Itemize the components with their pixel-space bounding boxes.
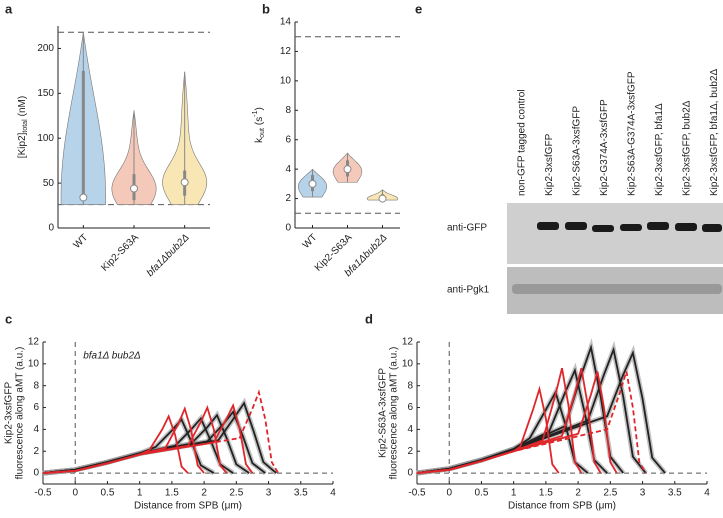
- lane-label: Kip2-3xsfGFP, bfa1Δ, bub2Δ: [709, 69, 720, 196]
- line: [42, 389, 279, 474]
- y-axis-label: Kip2-3xsfGFP: [4, 382, 15, 445]
- panel-label: a: [5, 1, 13, 16]
- x-tick-label: 2: [575, 488, 581, 499]
- y-tick-label: 12: [280, 46, 292, 57]
- x-tick-label: 0: [72, 488, 78, 499]
- y-tick-label: 2: [407, 446, 413, 457]
- y-axis-label: Kip2-S63A-3xsfGFP: [378, 368, 389, 458]
- x-tick-label: 3: [266, 488, 272, 499]
- panel-label: c: [5, 311, 12, 326]
- x-tick-label: 0.5: [474, 488, 488, 499]
- x-tick-label: 0: [446, 488, 452, 499]
- panel-label: e: [415, 1, 422, 16]
- lane-label: non-GFP tagged control: [517, 89, 528, 196]
- median: [343, 165, 352, 174]
- y-tick-label: 6: [285, 134, 291, 145]
- x-axis-label: Distance from SPB (μm): [508, 501, 616, 512]
- y-label-sub: total: [22, 119, 29, 133]
- y-tick-label: 4: [285, 164, 291, 175]
- x-tick-label: 1.5: [539, 488, 553, 499]
- x-tick-label: -0.5: [408, 488, 426, 499]
- x-axis-label: Distance from SPB (μm): [134, 501, 242, 512]
- x-tick-label: 4: [704, 488, 710, 499]
- lane-label: Kip2-S63A-G374A-3xsfGFP: [627, 71, 638, 196]
- y-tick-label: 4: [407, 424, 413, 435]
- y-tick-label: 0: [407, 468, 413, 479]
- y-tick-label: 12: [402, 337, 414, 348]
- median: [180, 178, 189, 187]
- y-tick-label: 2: [33, 446, 39, 457]
- x-tick-label: 2.5: [229, 488, 243, 499]
- y-tick-label: 4: [33, 424, 39, 435]
- y-tick-label: 200: [37, 43, 54, 54]
- y-tick-label: 12: [28, 337, 40, 348]
- line: [416, 368, 583, 474]
- x-tick-label: 1: [511, 488, 517, 499]
- lane-label: Kip2-3xsfGFP, bub2Δ: [682, 100, 693, 196]
- y-axis-label: [Kip2]total (nM): [17, 96, 29, 158]
- y-tick-label: 2: [285, 193, 291, 204]
- blot-gfp: [507, 203, 723, 264]
- x-tick-label: Kip2-S63A: [99, 232, 141, 274]
- x-tick-label: 1: [137, 488, 143, 499]
- x-tick-label: 3.5: [294, 488, 308, 499]
- y-tick-label: 10: [28, 358, 40, 369]
- y-tick-label: 0: [285, 223, 291, 234]
- lane-label: Kip2-3xsfGFP, bfa1Δ: [654, 103, 665, 196]
- lane-label: Kip2-3xsfGFP: [544, 133, 555, 196]
- panel-label: d: [365, 311, 373, 326]
- x-tick-label: 3: [640, 488, 646, 499]
- lane-label: Kip2-S63A-3xsfGFP: [572, 106, 583, 196]
- y-tick-label: 10: [280, 75, 292, 86]
- y-tick-label: 6: [407, 402, 413, 413]
- x-tick-label: 4: [330, 488, 336, 499]
- y-tick-label: 8: [33, 380, 39, 391]
- x-tick-label: 1.5: [165, 488, 179, 499]
- y-axis-label: kout (s-1): [252, 107, 266, 143]
- median: [308, 179, 317, 188]
- y-tick-label: 0: [33, 468, 39, 479]
- median: [79, 193, 88, 202]
- y-tick-label: 8: [285, 105, 291, 116]
- x-tick-label: 0.5: [100, 488, 114, 499]
- annotation: bfa1Δ bub2Δ: [83, 351, 141, 362]
- y-tick-label: 6: [33, 402, 39, 413]
- x-tick-label: 3.5: [668, 488, 682, 499]
- pgk1-bands: [512, 284, 722, 294]
- line: [416, 350, 666, 474]
- panel-label: b: [262, 1, 270, 16]
- x-tick-label: bfa1Δbub2Δ: [145, 232, 192, 279]
- row-label: anti-Pgk1: [447, 285, 490, 296]
- row-label: anti-GFP: [447, 223, 487, 234]
- y-tick-label: 10: [402, 358, 414, 369]
- y-tick-label: 0: [48, 223, 54, 234]
- y-tick-label: 150: [37, 88, 54, 99]
- y-axis-label: fluorescence along aMT (a.u.): [389, 347, 400, 480]
- line: [416, 385, 560, 474]
- median: [130, 184, 138, 193]
- y-label-unit: (nM): [17, 96, 28, 117]
- x-tick-label: 2.5: [603, 488, 617, 499]
- line: [42, 401, 277, 474]
- y-label-unit: (s: [254, 117, 265, 125]
- line: [416, 371, 647, 474]
- y-tick-label: 14: [280, 17, 292, 28]
- y-label-sub: out: [259, 128, 266, 138]
- y-tick-label: 50: [43, 178, 55, 189]
- x-tick-label: 2: [201, 488, 207, 499]
- y-label: k: [254, 137, 265, 143]
- median: [378, 194, 387, 203]
- x-tick-label: -0.5: [34, 488, 52, 499]
- x-tick-label: WT: [72, 232, 91, 251]
- y-label-sup: -1: [252, 110, 259, 116]
- x-tick-label: WT: [301, 232, 320, 251]
- y-tick-label: 8: [407, 380, 413, 391]
- y-tick-label: 100: [37, 133, 54, 144]
- y-label: [Kip2]: [17, 132, 28, 158]
- y-label-end: ): [254, 107, 265, 110]
- lane-label: Kip2-G374A-3xsfGFP: [599, 99, 610, 196]
- gfp-bands: [537, 222, 722, 232]
- y-axis-label: fluorescence along aMT (a.u.): [15, 347, 26, 480]
